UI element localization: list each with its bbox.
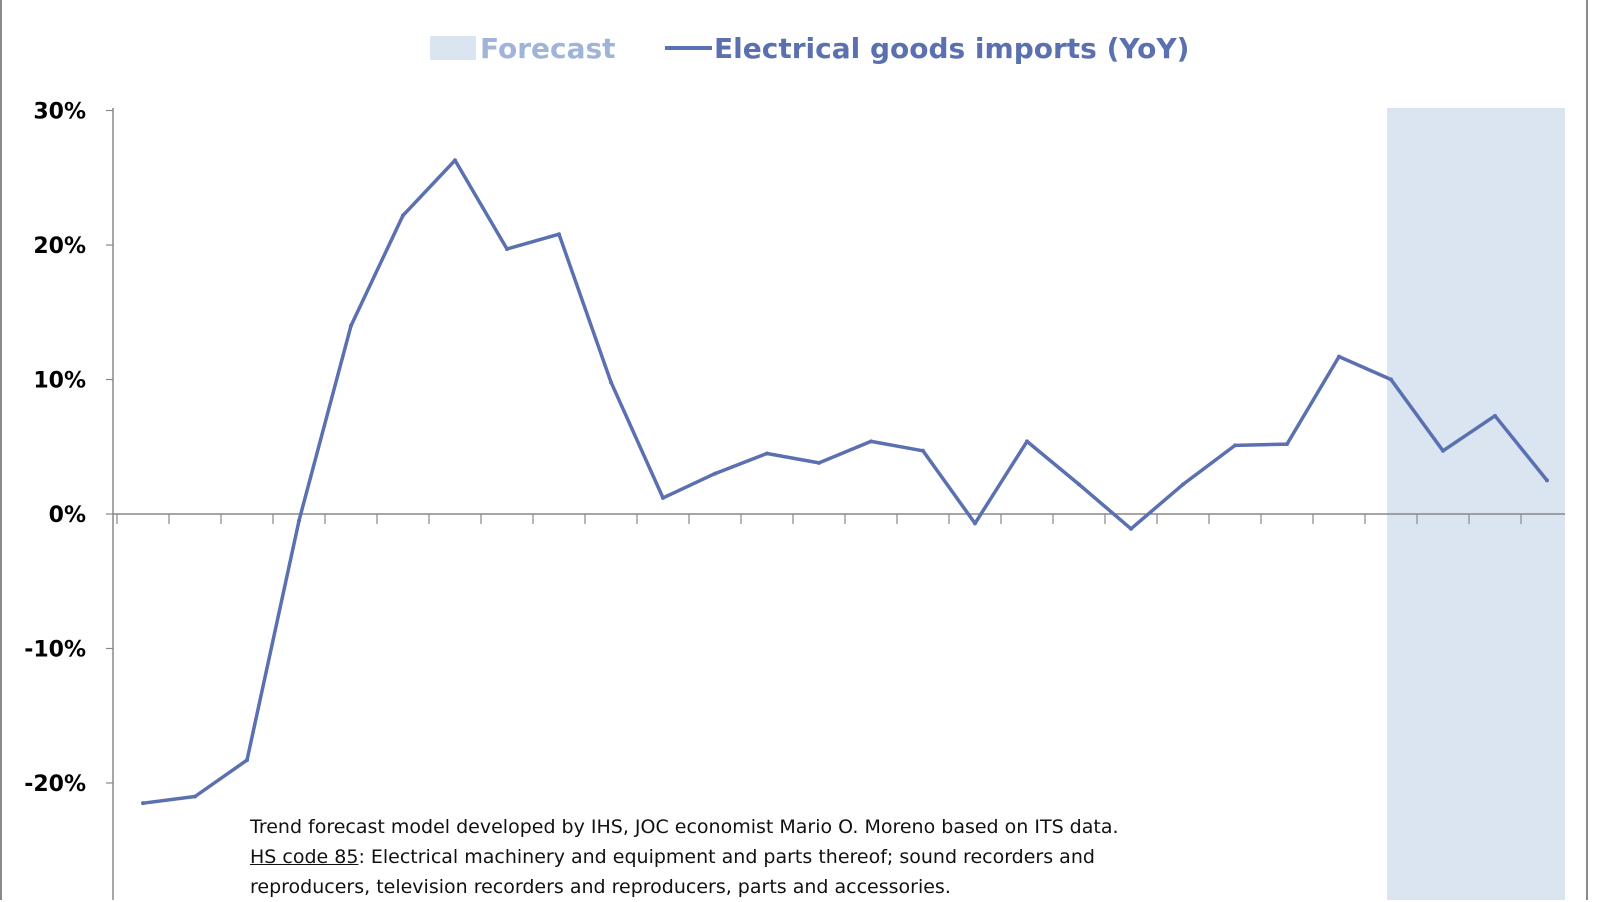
footnote-line-2-rest: : Electrical machinery and equipment and… bbox=[358, 846, 1095, 868]
series-point bbox=[1441, 448, 1445, 453]
legend: Forecast Electrical goods imports (YoY) bbox=[430, 32, 1189, 65]
hs-code-label: HS code 85 bbox=[250, 846, 359, 868]
y-axis-tick-label: 0% bbox=[49, 503, 86, 528]
series-point bbox=[1233, 443, 1237, 448]
series-point bbox=[1077, 482, 1081, 487]
footnote-line-1: Trend forecast model developed by IHS, J… bbox=[250, 816, 1119, 838]
y-axis-tick-label: 20% bbox=[33, 234, 86, 259]
footnote-line-3: reproducers, television recorders and re… bbox=[250, 876, 951, 898]
series-point bbox=[817, 460, 821, 465]
series-points bbox=[141, 158, 1549, 806]
legend-series-label: Electrical goods imports (YoY) bbox=[714, 32, 1189, 65]
footnote-line-2: HS code 85: Electrical machinery and equ… bbox=[250, 842, 1230, 872]
series-point bbox=[1285, 442, 1289, 447]
series-line-electrical-goods-imports bbox=[142, 158, 1549, 805]
series-point bbox=[1025, 439, 1029, 444]
legend-forecast-label: Forecast bbox=[480, 32, 616, 65]
axes bbox=[112, 108, 1565, 900]
series-point bbox=[193, 794, 197, 799]
forecast-region bbox=[1387, 108, 1565, 900]
series-point bbox=[609, 380, 613, 385]
series-point bbox=[661, 495, 665, 500]
series-point bbox=[1129, 526, 1133, 531]
chart-footnote: Trend forecast model developed by IHS, J… bbox=[250, 812, 1230, 902]
series-point bbox=[765, 451, 769, 456]
legend-forecast-swatch bbox=[430, 36, 476, 60]
series-point bbox=[557, 232, 561, 237]
y-axis-tick-label: 10% bbox=[33, 369, 86, 394]
series-point bbox=[141, 801, 145, 806]
series-point bbox=[1389, 377, 1393, 382]
series-point bbox=[869, 439, 873, 444]
y-axis-tick-label: -20% bbox=[24, 772, 86, 797]
series-point bbox=[1337, 354, 1341, 359]
y-axis-ticks: 30% 20% 10% 0% -10% -20% bbox=[24, 100, 113, 797]
series-point bbox=[505, 247, 509, 252]
series-point bbox=[713, 471, 717, 476]
series-point bbox=[401, 213, 405, 218]
y-axis-tick-label: -10% bbox=[24, 638, 86, 663]
series-point bbox=[453, 158, 457, 163]
series-point bbox=[245, 758, 249, 763]
series-point bbox=[921, 448, 925, 453]
series-point bbox=[1493, 413, 1497, 418]
series-point bbox=[973, 521, 977, 526]
y-axis-tick-label: 30% bbox=[33, 100, 86, 125]
series-point bbox=[1545, 478, 1549, 483]
series-point bbox=[349, 323, 353, 328]
series-point bbox=[297, 518, 301, 523]
series-point bbox=[1181, 482, 1185, 487]
